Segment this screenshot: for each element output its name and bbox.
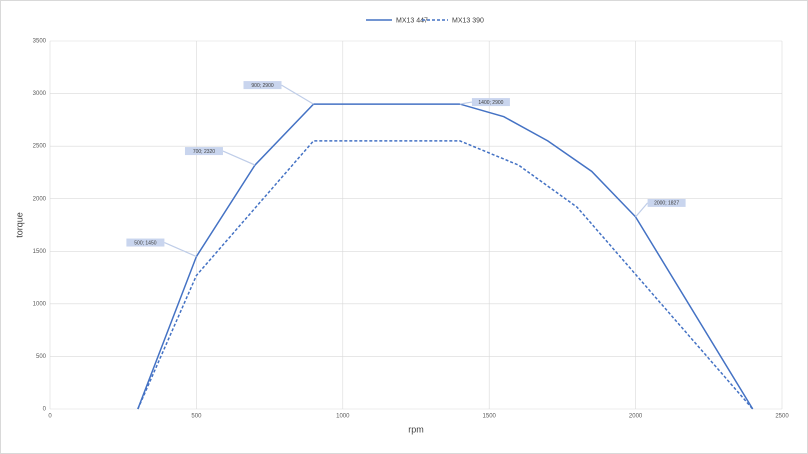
y-tick-label: 2500 bbox=[33, 144, 47, 150]
x-tick-label: 2000 bbox=[629, 414, 643, 420]
label-box bbox=[243, 81, 282, 90]
legend-label: MX13 447 bbox=[396, 17, 428, 24]
x-tick-label: 500 bbox=[191, 414, 202, 420]
data-label: 700; 2320 bbox=[193, 149, 215, 155]
y-tick-label: 1500 bbox=[33, 249, 47, 255]
label-box bbox=[647, 198, 686, 207]
x-tick-label: 1500 bbox=[483, 414, 497, 420]
data-label: 2000; 1827 bbox=[654, 201, 679, 207]
series-line bbox=[137, 103, 754, 410]
data-label: 900; 2900 bbox=[251, 83, 273, 89]
y-tick-label: 0 bbox=[43, 407, 47, 413]
y-tick-label: 3500 bbox=[33, 39, 47, 45]
y-tick-label: 1000 bbox=[33, 301, 47, 307]
y-tick-label: 500 bbox=[36, 354, 47, 360]
x-tick-label: 2500 bbox=[775, 414, 789, 420]
x-tick-label: 1000 bbox=[336, 414, 350, 420]
leader-line bbox=[281, 84, 314, 105]
y-tick-label: 2000 bbox=[33, 196, 47, 202]
legend-label: MX13 390 bbox=[452, 17, 484, 24]
label-box bbox=[471, 98, 510, 107]
y-tick-label: 3000 bbox=[33, 91, 47, 97]
label-box bbox=[126, 238, 165, 247]
leader-line bbox=[459, 101, 473, 105]
x-axis-title: rpm bbox=[408, 424, 424, 434]
leader-line bbox=[635, 202, 649, 218]
data-label: 500; 1450 bbox=[134, 240, 156, 246]
label-box bbox=[184, 147, 223, 156]
leader-line bbox=[222, 150, 256, 166]
leader-line bbox=[164, 241, 197, 258]
data-label: 1400; 2900 bbox=[478, 100, 503, 106]
series-line bbox=[137, 140, 754, 410]
y-axis-title: torque bbox=[14, 212, 24, 238]
x-tick-label: 0 bbox=[48, 414, 52, 420]
